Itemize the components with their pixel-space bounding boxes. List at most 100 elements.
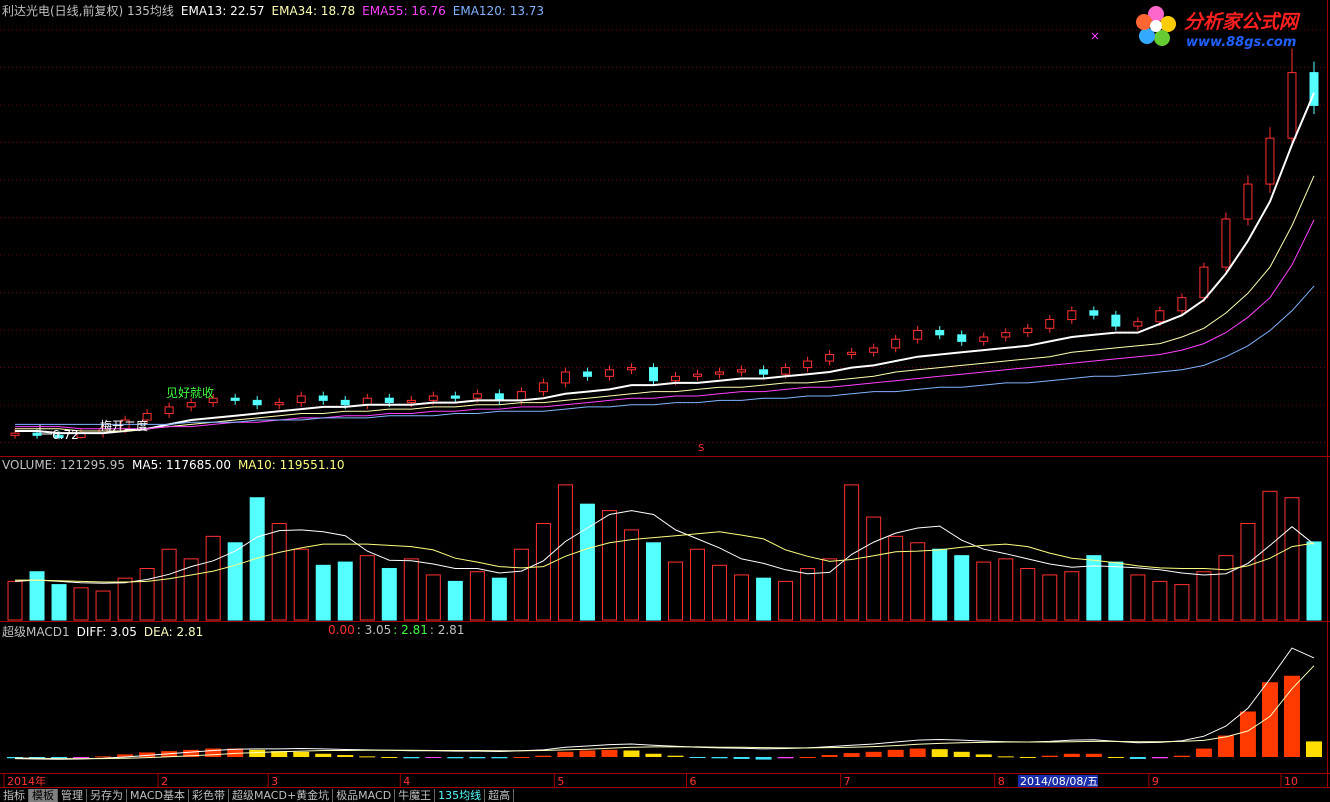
candle-body (164, 406, 174, 414)
volume-bar (1174, 584, 1190, 621)
volume-bar (1240, 522, 1256, 621)
macd-bar (139, 752, 156, 757)
volume-bar (513, 548, 529, 621)
candle-body (296, 395, 306, 404)
macd-bar (579, 750, 596, 757)
tab[interactable]: 另存为 (87, 789, 127, 802)
legend-entry: MA5: 117685.00 (132, 458, 231, 472)
volume-bar (1218, 555, 1234, 621)
volume-bar (645, 542, 661, 621)
macd-bar (425, 757, 442, 758)
candle-body (538, 382, 548, 393)
macd-bar (249, 749, 266, 757)
macd-bar (667, 755, 684, 757)
candle-body (913, 329, 923, 340)
macd-bar (447, 757, 464, 759)
x-tick-label: 10 (1284, 775, 1298, 788)
candle-body (1199, 266, 1209, 299)
legend-entry: EMA55: 16.76 (362, 4, 446, 18)
volume-bar (161, 548, 177, 621)
logo: 分析家公式网 www.88gs.com (1134, 2, 1328, 52)
volume-bar (491, 577, 507, 621)
candle-body (428, 395, 438, 401)
macd-bar (403, 757, 420, 759)
macd-bar (557, 751, 574, 757)
tab[interactable]: 管理 (58, 789, 87, 802)
tab[interactable]: 超高 (485, 789, 515, 802)
readout: 0.00 (328, 623, 355, 637)
series-line (14, 665, 1315, 760)
volume-bar (1020, 568, 1036, 621)
volume-bar (756, 577, 772, 621)
volume-bar (535, 522, 551, 621)
tab[interactable]: 指标 (0, 789, 29, 802)
macd-header: 超级MACD1 DIFF: 3.05 DEA: 2.81 (2, 623, 210, 640)
volume-bar (778, 580, 794, 621)
macd-bar (997, 756, 1014, 758)
volume-bar (139, 568, 155, 621)
volume-bar (623, 529, 639, 621)
x-tick-label: 2 (161, 775, 168, 788)
candle-body (230, 397, 240, 401)
tab[interactable]: 模板 (29, 789, 58, 802)
candle-body (1221, 218, 1231, 268)
macd-bar (535, 755, 552, 757)
candle-body (142, 412, 152, 421)
volume-bar (579, 503, 595, 621)
candle-body (1023, 327, 1033, 334)
volume-bar (1108, 561, 1124, 621)
macd-bar (887, 749, 904, 757)
macd-bar (1129, 757, 1146, 759)
macd-bar (1019, 757, 1036, 758)
macd-bar (865, 751, 882, 757)
series-line (14, 647, 1315, 760)
volume-bar (1064, 571, 1080, 621)
volume-bar (822, 558, 838, 621)
legend-entry: VOLUME: 121295.95 (2, 458, 125, 472)
macd-bar (1283, 675, 1300, 757)
macd-bar (73, 757, 90, 758)
candle-body (1265, 137, 1275, 185)
price-header: 利达光电(日线,前复权) 135均线 EMA13: 22.57 EMA34: 18.… (2, 2, 551, 19)
candle-body (516, 391, 526, 401)
tab[interactable]: 极品MACD (333, 789, 396, 802)
candle-body (759, 369, 769, 375)
macd-bar (469, 757, 486, 759)
candle-body (318, 395, 328, 401)
volume-bar (1284, 497, 1300, 621)
macd-bar (491, 757, 508, 759)
volume-bar (7, 580, 23, 621)
volume-bar (910, 542, 926, 621)
x-tick-label: 6 (690, 775, 697, 788)
series-line (14, 510, 1315, 584)
candle-body (935, 329, 945, 336)
logo-icon (1136, 6, 1176, 46)
candle-body (1155, 310, 1165, 323)
macd-bar (1107, 757, 1124, 758)
macd-bar (1041, 755, 1058, 757)
candle-body (1177, 297, 1187, 312)
macd-bar (777, 757, 794, 759)
macd-bar (711, 757, 728, 759)
x-tick-label: 4 (403, 775, 410, 788)
macd-bar (51, 757, 68, 759)
candle-body (715, 371, 725, 375)
volume-bar (359, 555, 375, 621)
macd-bar (271, 751, 288, 757)
tab[interactable]: 彩色带 (189, 789, 229, 802)
cursor-box (1018, 775, 1098, 787)
volume-bar (51, 584, 67, 621)
tab[interactable]: 牛魔王 (395, 789, 436, 802)
volume-bar (1196, 571, 1212, 621)
volume-bar (425, 574, 441, 621)
candle-body (1045, 319, 1055, 329)
volume-bar (932, 548, 948, 621)
macd-bar (909, 748, 926, 757)
tab[interactable]: 135均线 (435, 789, 486, 802)
tab[interactable]: MACD基本 (127, 789, 189, 802)
volume-bar (800, 568, 816, 621)
volume-bar (1306, 541, 1322, 621)
candle-body (582, 371, 592, 377)
tab[interactable]: 超级MACD+黄金坑 (229, 789, 334, 802)
